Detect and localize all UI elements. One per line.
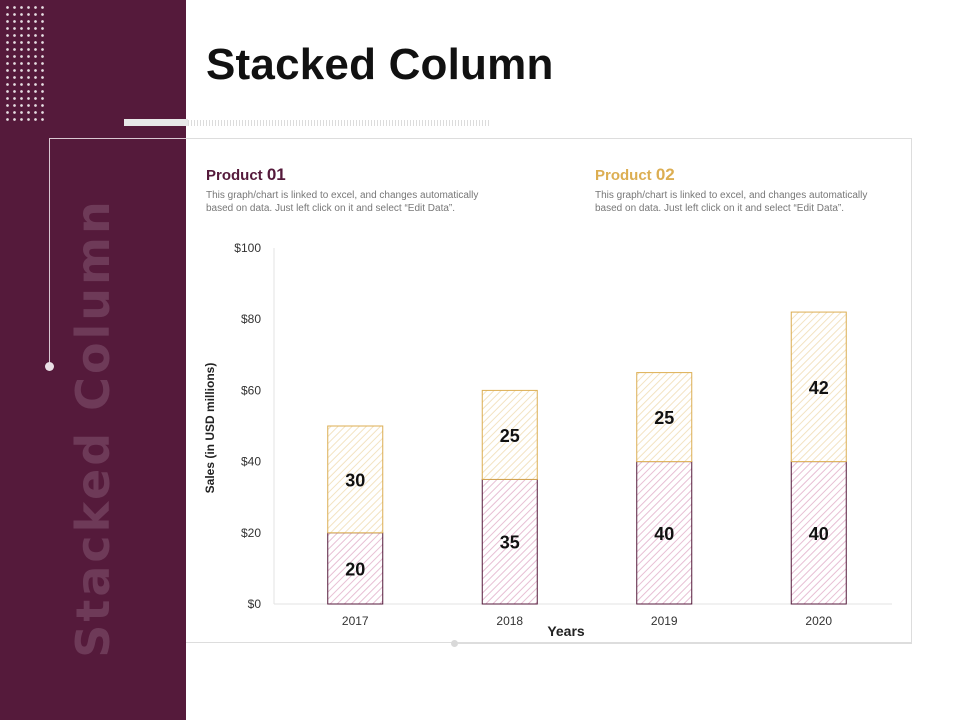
data-label-product-01-2019: 40 [654, 524, 674, 544]
bar-product-02-2017 [327, 425, 384, 534]
x-tick-label: 2020 [805, 614, 832, 628]
data-label-product-01-2018: 35 [500, 533, 520, 553]
x-tick-label: 2019 [651, 614, 678, 628]
product-02-description: This graph/chart is linked to excel, and… [595, 190, 868, 214]
y-tick-label: $60 [241, 383, 261, 397]
title-underline-bar [124, 119, 188, 126]
data-label-product-02-2017: 30 [345, 470, 365, 490]
product-01-heading: Product 01 [206, 165, 286, 185]
x-tick-label: 2018 [496, 614, 523, 628]
data-label-product-02-2020: 42 [809, 378, 829, 398]
chart-bars [327, 311, 847, 605]
bar-product-01-2017 [327, 532, 384, 605]
decor-dot [45, 362, 54, 371]
product-01-description: This graph/chart is linked to excel, and… [206, 190, 479, 214]
bar-product-02-2019 [636, 372, 693, 463]
product-02-heading-text: Product [595, 167, 656, 184]
bar-product-02-2018 [481, 389, 538, 480]
decor-horizontal-line [49, 138, 186, 139]
y-axis-title: Sales (in USD millions) [203, 363, 217, 494]
bar-product-01-2019 [636, 461, 693, 605]
data-label-product-01-2020: 40 [809, 524, 829, 544]
x-axis-title: Years [547, 623, 585, 639]
chart-labels: 20 30 35 25 40 25 40 42 [345, 378, 829, 580]
y-tick-label: $100 [234, 241, 261, 255]
chart-axes: $0 $20 $40 $60 $80 $100 Sales (in USD millions… [203, 241, 892, 639]
y-tick-label: $80 [241, 312, 261, 326]
card-decor-line [458, 643, 912, 644]
product-02-heading: Product 02 [595, 165, 675, 185]
y-tick-label: $20 [241, 526, 261, 540]
card-decor-dot [451, 640, 458, 647]
y-tick-label: $0 [248, 597, 262, 611]
decor-vertical-line [49, 138, 50, 366]
dot-pattern [4, 4, 48, 124]
product-01-heading-number: 01 [266, 165, 286, 184]
product-02-heading-number: 02 [655, 165, 675, 184]
page-title: Stacked Column [206, 40, 554, 89]
product-01-heading-text: Product [206, 167, 267, 184]
data-label-product-02-2018: 25 [500, 426, 520, 446]
bar-product-02-2020 [790, 311, 847, 463]
x-tick-label: 2017 [342, 614, 369, 628]
bar-product-01-2020 [790, 461, 847, 605]
data-label-product-02-2019: 25 [654, 408, 674, 428]
data-label-product-01-2017: 20 [345, 559, 365, 579]
y-tick-label: $40 [241, 455, 261, 469]
title-underline-stripes [188, 120, 490, 126]
